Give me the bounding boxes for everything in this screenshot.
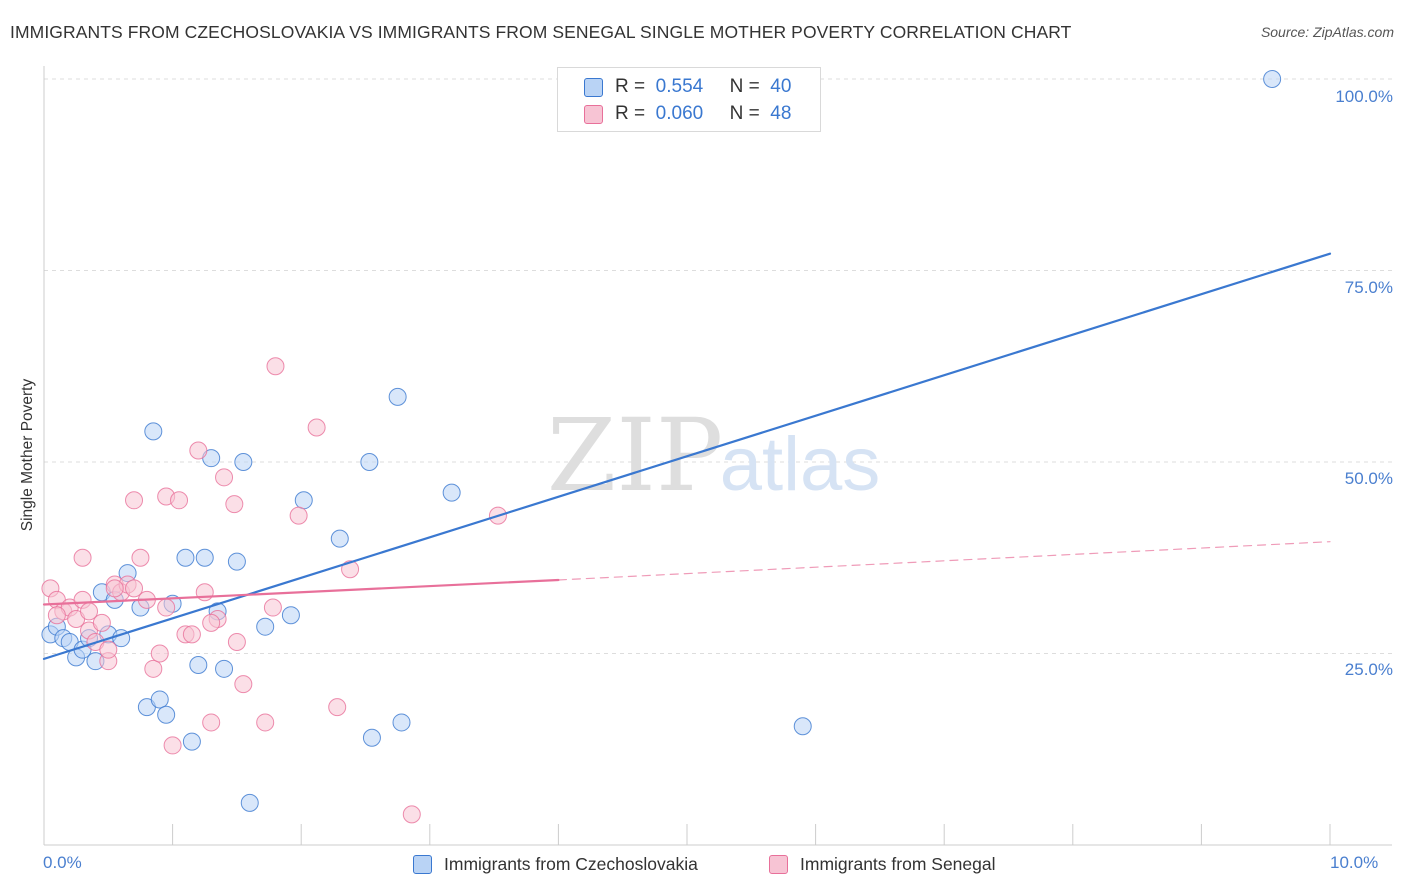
legend-n-value: 48 bbox=[770, 103, 792, 124]
senegal-point bbox=[47, 606, 66, 625]
czechoslovakia-point bbox=[388, 387, 407, 406]
blue-swatch-icon bbox=[584, 77, 603, 97]
czechoslovakia-trend-line bbox=[42, 252, 1332, 660]
senegal-point bbox=[328, 698, 347, 717]
czechoslovakia-point bbox=[360, 453, 379, 471]
chart-title: IMMIGRANTS FROM CZECHOSLOVAKIA VS IMMIGR… bbox=[10, 22, 1072, 42]
senegal-point bbox=[202, 713, 221, 732]
senegal-point bbox=[80, 602, 99, 621]
pink-swatch-icon bbox=[584, 104, 603, 124]
czechoslovakia-point bbox=[330, 529, 349, 548]
senegal-point bbox=[289, 506, 308, 525]
senegal-point bbox=[157, 598, 176, 617]
czechoslovakia-point bbox=[176, 548, 195, 567]
czechoslovakia-point bbox=[793, 717, 812, 736]
czechoslovakia-point bbox=[215, 659, 234, 678]
legend-r-label: R = bbox=[615, 76, 646, 97]
legend-n-value: 40 bbox=[770, 76, 792, 97]
senegal-point bbox=[144, 659, 163, 678]
czechoslovakia-point bbox=[189, 655, 208, 674]
x-tick-label-min: 0.0% bbox=[43, 853, 82, 872]
czechoslovakia-point bbox=[240, 793, 259, 812]
watermark-atlas: atlas bbox=[720, 422, 881, 507]
senegal-point bbox=[234, 675, 253, 694]
senegal-point bbox=[307, 418, 326, 437]
senegal-point bbox=[170, 491, 189, 510]
czechoslovakia-point bbox=[227, 552, 246, 571]
senegal-point bbox=[125, 491, 144, 510]
czechoslovakia-point bbox=[442, 483, 461, 502]
czechoslovakia-point bbox=[150, 690, 169, 709]
legend-r-value: 0.554 bbox=[655, 76, 704, 97]
senegal-point bbox=[125, 579, 144, 598]
legend-row-czechoslovakia: R = 0.554 N = 40 bbox=[584, 75, 791, 99]
legend-r-label: R = bbox=[615, 103, 646, 124]
senegal-point bbox=[402, 805, 421, 824]
legend-row-senegal: R = 0.060 N = 48 bbox=[584, 102, 791, 126]
senegal-point bbox=[182, 625, 201, 644]
senegal-point bbox=[99, 640, 118, 659]
correlation-legend: R = 0.554 N = 40 R = 0.060 N = 48 bbox=[557, 67, 821, 132]
czechoslovakia-point bbox=[362, 728, 381, 747]
senegal-point bbox=[225, 495, 244, 514]
pink-swatch-icon bbox=[769, 854, 788, 874]
senegal-point bbox=[92, 613, 111, 632]
czechoslovakia-point bbox=[195, 548, 214, 567]
czechoslovakia-point bbox=[182, 732, 201, 751]
bottom-legend-czechoslovakia: Immigrants from Czechoslovakia bbox=[413, 852, 698, 876]
senegal-trend-line bbox=[42, 578, 560, 606]
legend-series-label: Immigrants from Senegal bbox=[800, 853, 996, 874]
senegal-point bbox=[150, 644, 169, 663]
legend-series-label: Immigrants from Czechoslovakia bbox=[444, 853, 698, 874]
czechoslovakia-point bbox=[1263, 70, 1282, 88]
senegal-point bbox=[263, 598, 282, 617]
y-tick-label-50: 50.0% bbox=[1344, 469, 1393, 488]
czechoslovakia-point bbox=[234, 453, 253, 471]
legend-r-value: 0.060 bbox=[655, 103, 704, 124]
senegal-point bbox=[202, 613, 221, 632]
senegal-point bbox=[73, 548, 92, 567]
czechoslovakia-point bbox=[294, 491, 313, 510]
senegal-point bbox=[341, 560, 360, 579]
y-tick-label-75: 75.0% bbox=[1344, 278, 1393, 297]
x-tick-label-max: 10.0% bbox=[1330, 853, 1379, 872]
bottom-legend-senegal: Immigrants from Senegal bbox=[769, 852, 996, 876]
y-tick-label-100: 100.0% bbox=[1335, 87, 1393, 106]
czechoslovakia-point bbox=[281, 606, 300, 625]
senegal-trend-line-extension bbox=[557, 541, 1331, 581]
watermark-zip: ZIP bbox=[547, 397, 723, 514]
senegal-point bbox=[189, 441, 208, 460]
czechoslovakia-point bbox=[157, 705, 176, 724]
y-tick-label-25: 25.0% bbox=[1344, 660, 1393, 679]
senegal-point bbox=[266, 357, 285, 376]
source-label: Source: ZipAtlas.com bbox=[1260, 24, 1394, 40]
senegal-point bbox=[105, 579, 124, 598]
czechoslovakia-point bbox=[392, 713, 411, 732]
legend-n-label: N = bbox=[729, 103, 760, 124]
senegal-point bbox=[215, 468, 234, 487]
blue-swatch-icon bbox=[413, 854, 432, 874]
senegal-point bbox=[163, 736, 182, 755]
senegal-point bbox=[227, 633, 246, 652]
czechoslovakia-point bbox=[256, 617, 275, 636]
legend-n-label: N = bbox=[729, 76, 760, 97]
senegal-point bbox=[256, 713, 275, 732]
czechoslovakia-point bbox=[144, 422, 163, 441]
senegal-point bbox=[131, 548, 150, 567]
